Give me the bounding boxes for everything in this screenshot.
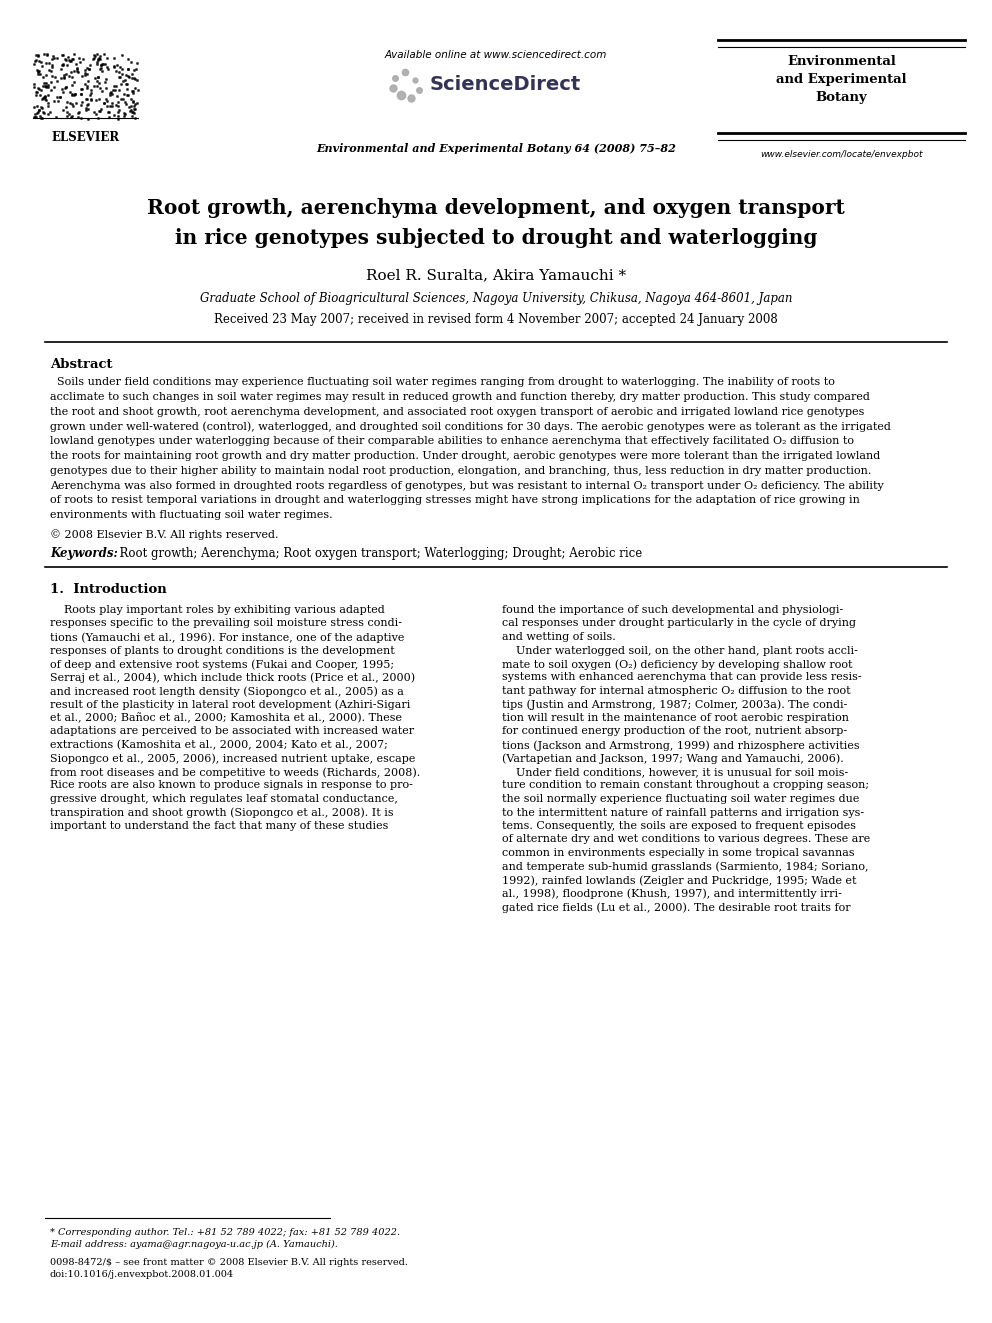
Text: adaptations are perceived to be associated with increased water: adaptations are perceived to be associat… [50,726,414,737]
Text: Under field conditions, however, it is unusual for soil mois-: Under field conditions, however, it is u… [502,767,848,777]
Text: Under waterlogged soil, on the other hand, plant roots accli-: Under waterlogged soil, on the other han… [502,646,858,655]
Text: responses of plants to drought conditions is the development: responses of plants to drought condition… [50,646,395,655]
Text: from root diseases and be competitive to weeds (Richards, 2008).: from root diseases and be competitive to… [50,767,421,778]
Text: ture condition to remain constant throughout a cropping season;: ture condition to remain constant throug… [502,781,869,791]
Text: mate to soil oxygen (O₂) deficiency by developing shallow root: mate to soil oxygen (O₂) deficiency by d… [502,659,852,669]
Text: www.elsevier.com/locate/envexpbot: www.elsevier.com/locate/envexpbot [760,149,923,159]
Text: of roots to resist temporal variations in drought and waterlogging stresses migh: of roots to resist temporal variations i… [50,495,860,505]
Text: Keywords:: Keywords: [50,546,118,560]
Text: al., 1998), floodprone (Khush, 1997), and intermittently irri-: al., 1998), floodprone (Khush, 1997), an… [502,889,842,900]
Text: of deep and extensive root systems (Fukai and Cooper, 1995;: of deep and extensive root systems (Fuka… [50,659,394,669]
Text: Received 23 May 2007; received in revised form 4 November 2007; accepted 24 Janu: Received 23 May 2007; received in revise… [214,314,778,325]
Text: 1.  Introduction: 1. Introduction [50,583,167,595]
Text: Available online at www.sciencedirect.com: Available online at www.sciencedirect.co… [385,50,607,60]
Text: transpiration and shoot growth (Siopongco et al., 2008). It is: transpiration and shoot growth (Siopongc… [50,807,394,818]
Text: and temperate sub-humid grasslands (Sarmiento, 1984; Soriano,: and temperate sub-humid grasslands (Sarm… [502,861,869,872]
Text: gated rice fields (Lu et al., 2000). The desirable root traits for: gated rice fields (Lu et al., 2000). The… [502,902,850,913]
Text: tions (Yamauchi et al., 1996). For instance, one of the adaptive: tions (Yamauchi et al., 1996). For insta… [50,632,405,643]
Text: tion will result in the maintenance of root aerobic respiration: tion will result in the maintenance of r… [502,713,849,722]
Text: the roots for maintaining root growth and dry matter production. Under drought, : the roots for maintaining root growth an… [50,451,880,460]
Text: et al., 2000; Bañoc et al., 2000; Kamoshita et al., 2000). These: et al., 2000; Bañoc et al., 2000; Kamosh… [50,713,402,724]
Text: Abstract: Abstract [50,359,112,370]
Text: the soil normally experience fluctuating soil water regimes due: the soil normally experience fluctuating… [502,794,859,804]
Text: Siopongco et al., 2005, 2006), increased nutrient uptake, escape: Siopongco et al., 2005, 2006), increased… [50,754,416,765]
Text: © 2008 Elsevier B.V. All rights reserved.: © 2008 Elsevier B.V. All rights reserved… [50,529,279,540]
Text: and increased root length density (Siopongco et al., 2005) as a: and increased root length density (Siopo… [50,687,404,697]
Text: ScienceDirect: ScienceDirect [430,75,581,94]
Text: Roots play important roles by exhibiting various adapted: Roots play important roles by exhibiting… [50,605,385,615]
Text: tant pathway for internal atmospheric O₂ diffusion to the root: tant pathway for internal atmospheric O₂… [502,687,850,696]
Text: Roel R. Suralta, Akira Yamauchi *: Roel R. Suralta, Akira Yamauchi * [366,269,626,282]
Text: doi:10.1016/j.envexpbot.2008.01.004: doi:10.1016/j.envexpbot.2008.01.004 [50,1270,234,1279]
Text: acclimate to such changes in soil water regimes may result in reduced growth and: acclimate to such changes in soil water … [50,392,870,402]
Text: of alternate dry and wet conditions to various degrees. These are: of alternate dry and wet conditions to v… [502,835,870,844]
Text: Environmental and Experimental Botany 64 (2008) 75–82: Environmental and Experimental Botany 64… [316,143,676,153]
Text: Serraj et al., 2004), which include thick roots (Price et al., 2000): Serraj et al., 2004), which include thic… [50,672,415,683]
Text: Root growth, aerenchyma development, and oxygen transport: Root growth, aerenchyma development, and… [147,198,845,218]
Text: Root growth; Aerenchyma; Root oxygen transport; Waterlogging; Drought; Aerobic r: Root growth; Aerenchyma; Root oxygen tra… [112,546,642,560]
Text: systems with enhanced aerenchyma that can provide less resis-: systems with enhanced aerenchyma that ca… [502,672,862,683]
Text: ELSEVIER: ELSEVIER [52,131,120,144]
Text: for continued energy production of the root, nutrient absorp-: for continued energy production of the r… [502,726,847,737]
Text: common in environments especially in some tropical savannas: common in environments especially in som… [502,848,855,859]
Text: 0098-8472/$ – see front matter © 2008 Elsevier B.V. All rights reserved.: 0098-8472/$ – see front matter © 2008 El… [50,1258,408,1267]
Text: tions (Jackson and Armstrong, 1999) and rhizosphere activities: tions (Jackson and Armstrong, 1999) and … [502,740,860,750]
Text: important to understand the fact that many of these studies: important to understand the fact that ma… [50,822,389,831]
Text: tems. Consequently, the soils are exposed to frequent episodes: tems. Consequently, the soils are expose… [502,822,856,831]
Text: extractions (Kamoshita et al., 2000, 2004; Kato et al., 2007;: extractions (Kamoshita et al., 2000, 200… [50,740,388,750]
Text: tips (Justin and Armstrong, 1987; Colmer, 2003a). The condi-: tips (Justin and Armstrong, 1987; Colmer… [502,700,847,710]
Text: (Vartapetian and Jackson, 1997; Wang and Yamauchi, 2006).: (Vartapetian and Jackson, 1997; Wang and… [502,754,844,765]
Text: gressive drought, which regulates leaf stomatal conductance,: gressive drought, which regulates leaf s… [50,794,398,804]
Text: the root and shoot growth, root aerenchyma development, and associated root oxyg: the root and shoot growth, root aerenchy… [50,406,864,417]
Text: Graduate School of Bioagricultural Sciences, Nagoya University, Chikusa, Nagoya : Graduate School of Bioagricultural Scien… [199,292,793,306]
Text: to the intermittent nature of rainfall patterns and irrigation sys-: to the intermittent nature of rainfall p… [502,807,864,818]
Text: cal responses under drought particularly in the cycle of drying: cal responses under drought particularly… [502,618,856,628]
Text: and wetting of soils.: and wetting of soils. [502,632,616,642]
Text: Rice roots are also known to produce signals in response to pro-: Rice roots are also known to produce sig… [50,781,413,791]
Text: Aerenchyma was also formed in droughted roots regardless of genotypes, but was r: Aerenchyma was also formed in droughted … [50,480,884,491]
Text: Soils under field conditions may experience fluctuating soil water regimes rangi: Soils under field conditions may experie… [50,377,835,388]
Text: in rice genotypes subjected to drought and waterlogging: in rice genotypes subjected to drought a… [175,228,817,247]
Text: Environmental
and Experimental
Botany: Environmental and Experimental Botany [776,56,907,105]
Text: genotypes due to their higher ability to maintain nodal root production, elongat: genotypes due to their higher ability to… [50,466,871,476]
Text: grown under well-watered (control), waterlogged, and droughted soil conditions f: grown under well-watered (control), wate… [50,422,891,433]
Text: environments with fluctuating soil water regimes.: environments with fluctuating soil water… [50,511,332,520]
Text: * Corresponding author. Tel.: +81 52 789 4022; fax: +81 52 789 4022.: * Corresponding author. Tel.: +81 52 789… [50,1228,400,1237]
Text: lowland genotypes under waterlogging because of their comparable abilities to en: lowland genotypes under waterlogging bec… [50,437,854,446]
Text: found the importance of such developmental and physiologi-: found the importance of such development… [502,605,843,615]
Text: result of the plasticity in lateral root development (Azhiri-Sigari: result of the plasticity in lateral root… [50,700,411,710]
Text: 1992), rainfed lowlands (Zeigler and Puckridge, 1995; Wade et: 1992), rainfed lowlands (Zeigler and Puc… [502,875,856,885]
Text: responses specific to the prevailing soil moisture stress condi-: responses specific to the prevailing soi… [50,618,402,628]
Text: E-mail address: ayama@agr.nagoya-u.ac.jp (A. Yamauchi).: E-mail address: ayama@agr.nagoya-u.ac.jp… [50,1240,338,1249]
